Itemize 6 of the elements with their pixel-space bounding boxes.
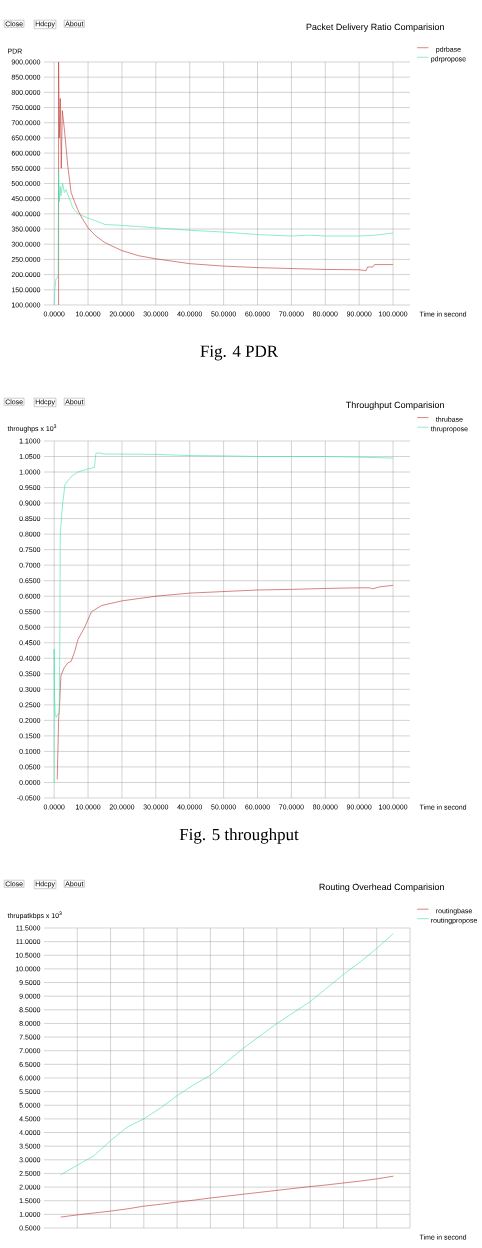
chart-title: Packet Delivery Ratio Comparision xyxy=(306,23,444,32)
line-series xyxy=(53,171,394,306)
chart-title: Throughput Comparision xyxy=(345,401,444,410)
caption: Fig. 5 throughput xyxy=(179,828,299,844)
caption: Fig. 4 PDR xyxy=(200,345,278,361)
chart-title: Routing Overhead Comparision xyxy=(319,883,444,892)
